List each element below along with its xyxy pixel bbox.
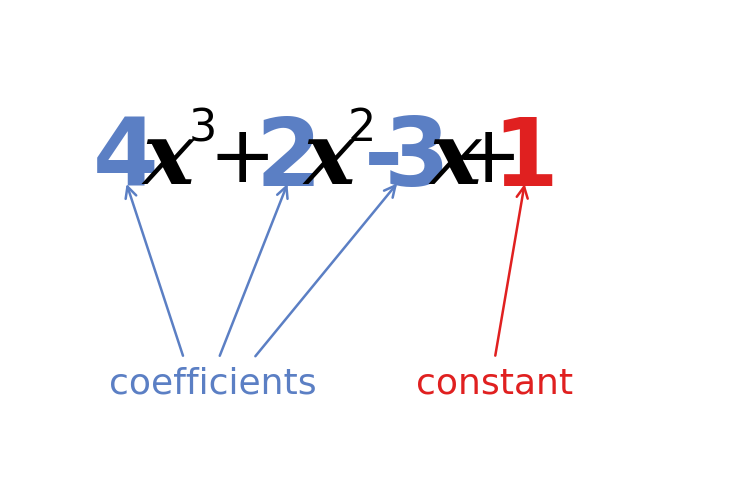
Text: 2: 2 xyxy=(348,107,376,150)
Text: +: + xyxy=(209,121,276,199)
Text: +: + xyxy=(454,121,521,199)
Text: 1: 1 xyxy=(492,114,558,206)
Text: 3: 3 xyxy=(383,114,449,206)
Text: constant: constant xyxy=(416,366,573,400)
Text: coefficients: coefficients xyxy=(109,366,316,400)
Text: 3: 3 xyxy=(189,107,217,150)
Text: x: x xyxy=(304,118,355,202)
Text: -: - xyxy=(364,114,403,206)
Text: x: x xyxy=(142,118,194,202)
Text: 4: 4 xyxy=(93,114,158,206)
Text: 2: 2 xyxy=(256,114,322,206)
Text: x: x xyxy=(430,118,481,202)
